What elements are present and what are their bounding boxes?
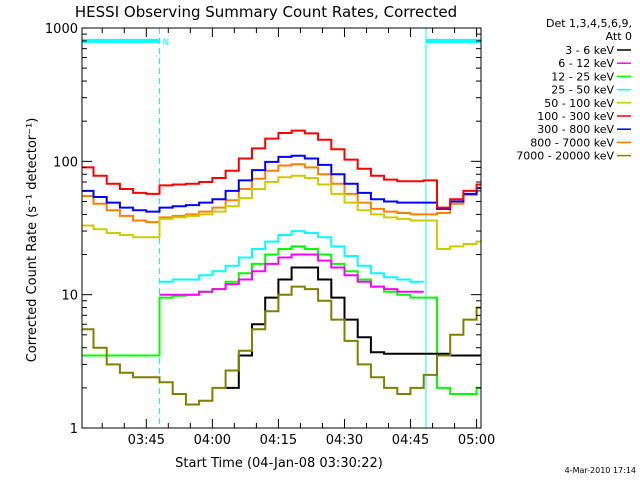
series-line-800-7000kev <box>82 163 481 224</box>
series-line-6-12kev <box>159 253 424 296</box>
legend-label: 100 - 300 keV <box>537 110 614 123</box>
x-tick-label: 04:15 <box>260 433 297 448</box>
x-tick-label: 04:00 <box>194 433 231 448</box>
legend-header-detectors: Det 1,3,4,5,6,9, <box>546 17 632 30</box>
series-line-7000-20000kev <box>82 285 481 406</box>
x-tick-label: 04:45 <box>392 433 429 448</box>
series-line-50-100kev <box>82 174 481 250</box>
series-line-3-6kev <box>225 266 481 389</box>
x-tick-label: 03:45 <box>128 433 165 448</box>
x-axis-label: Start Time (04-Jan-08 03:30:22) <box>175 456 383 471</box>
y-axis: 1 10 100 1000 <box>45 22 481 437</box>
x-axis: 03:45 04:00 04:15 04:30 04:45 05:00 <box>101 28 495 448</box>
x-tick-label: 05:00 <box>458 433 495 448</box>
x-tick-label: 04:30 <box>326 433 363 448</box>
plot-area: N <box>82 28 481 428</box>
series-line-12-25kev <box>82 245 481 395</box>
y-tick-label: 1 <box>70 422 78 437</box>
y-tick-label: 100 <box>53 155 78 170</box>
legend-label: 7000 - 20000 keV <box>516 150 614 163</box>
legend-header-attenuator: Att 0 <box>606 30 632 43</box>
legend-label: 12 - 25 keV <box>551 70 614 83</box>
legend-label: 800 - 7000 keV <box>530 136 614 149</box>
plot-frame <box>81 27 482 429</box>
y-axis-label: Corrected Count Rate (s⁻¹ detector⁻¹) <box>25 118 40 363</box>
legend-label: 50 - 100 keV <box>544 97 614 110</box>
legend-label: 3 - 6 keV <box>565 44 614 57</box>
legend-label: 25 - 50 keV <box>551 84 614 97</box>
chart-title: HESSI Observing Summary Count Rates, Cor… <box>75 3 457 21</box>
legend-label: 300 - 800 keV <box>537 123 614 136</box>
footer-timestamp: 4-Mar-2010 17:14 <box>565 466 636 475</box>
series-line-100-300kev <box>82 129 481 209</box>
flag-label-0: N <box>163 38 170 48</box>
series-line-25-50kev <box>159 230 424 283</box>
y-tick-label: 1000 <box>45 22 78 37</box>
y-tick-label: 10 <box>61 289 78 304</box>
legend-label: 6 - 12 keV <box>558 57 614 70</box>
